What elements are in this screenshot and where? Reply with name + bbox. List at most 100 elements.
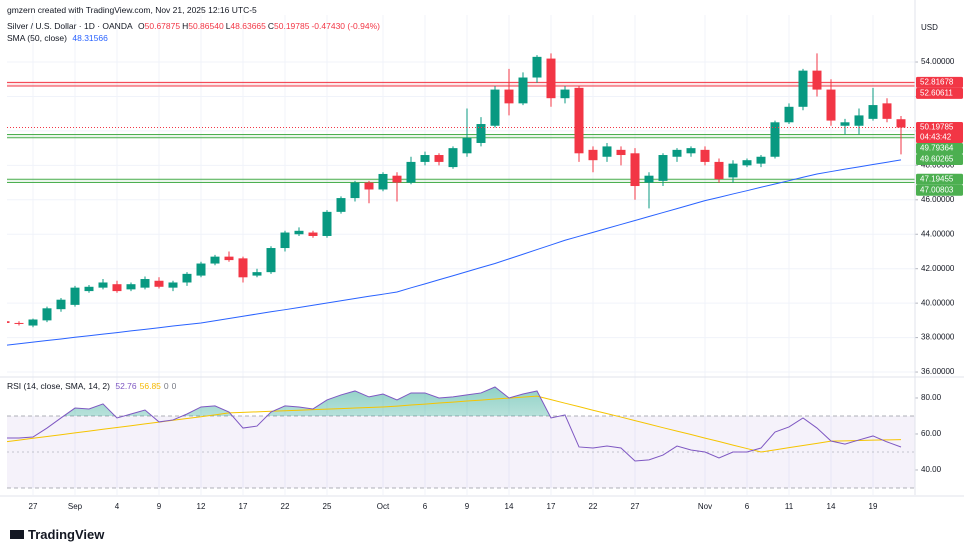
currency-label: USD <box>921 23 938 32</box>
price-label: 50.19785 <box>920 123 954 132</box>
candle-body <box>14 322 24 324</box>
candle-body <box>588 149 598 161</box>
ohlc-value: 50.67875 <box>144 21 181 31</box>
candle-body <box>448 148 458 168</box>
candle-body <box>812 70 822 90</box>
rsi-pane <box>7 386 915 489</box>
candle-body <box>182 273 192 283</box>
y-tick-label: 46.00000 <box>921 195 955 204</box>
ohlc-value: 50.19785 <box>274 21 310 31</box>
x-tick-label: Sep <box>68 502 83 511</box>
candle-body <box>840 122 850 126</box>
ohlc-key: H <box>182 21 189 31</box>
ohlc-item: O50.67875 <box>138 21 180 31</box>
x-tick-label: 27 <box>631 502 640 511</box>
rsi-title: RSI (14, close, SMA, 14, 2) <box>7 381 110 391</box>
y-tick-label: 60.00 <box>921 429 942 438</box>
candle-body <box>28 319 38 326</box>
symbol-line: Silver / U.S. Dollar · 1D · OANDA O50.67… <box>7 21 383 31</box>
sma-name: SMA (50, close) <box>7 33 67 43</box>
rsi-line: RSI (14, close, SMA, 14, 2) 52.76 56.85 0 0 <box>7 381 179 391</box>
candle-body <box>798 70 808 107</box>
ohlc-value: 50.86540 <box>188 21 224 31</box>
rsi-readout: 56.85 <box>139 381 161 391</box>
candle-body <box>546 58 556 99</box>
ohlc-key: C <box>267 21 275 31</box>
candle-body <box>742 160 752 166</box>
x-tick-label: 9 <box>465 502 470 511</box>
x-tick-label: Nov <box>698 502 712 511</box>
candle-body <box>84 286 94 292</box>
candle-body <box>462 137 472 154</box>
candle-body <box>392 175 402 183</box>
rsi-readout: 0 <box>171 381 177 391</box>
price-label: 52.60611 <box>920 89 953 98</box>
ohlc-key: L <box>225 21 231 31</box>
rsi-sma-line <box>7 395 902 453</box>
candle-body <box>140 279 150 288</box>
candle-body <box>868 105 878 119</box>
candle-body <box>518 77 528 104</box>
candle-body <box>322 211 332 236</box>
candle-body <box>714 161 724 180</box>
candle-body <box>7 321 10 323</box>
candle-body <box>224 256 234 261</box>
candle-body <box>658 155 668 181</box>
ohlc-item: C50.19785 <box>268 21 310 31</box>
x-tick-label: 17 <box>547 502 556 511</box>
sma-line: SMA (50, close) 48.31566 <box>7 33 111 43</box>
y-tick-label: 38.00000 <box>921 333 955 342</box>
x-tick-label: Oct <box>377 502 390 511</box>
candle-body <box>350 182 360 199</box>
price-label-box <box>916 143 963 155</box>
candle-body <box>154 280 164 287</box>
candle-body <box>196 263 206 276</box>
ohlc-item: L48.63665 <box>226 21 266 31</box>
candle-body <box>630 153 640 187</box>
candle-body <box>826 89 836 121</box>
candle-body <box>70 287 80 305</box>
x-tick-label: 4 <box>115 502 120 511</box>
attribution: gmzern created with TradingView.com, Nov… <box>7 5 257 15</box>
rsi-readout: 52.76 <box>115 381 137 391</box>
x-tick-label: 9 <box>157 502 162 511</box>
candle-body <box>406 161 416 183</box>
price-label-box <box>916 87 963 99</box>
candle-body <box>112 284 122 292</box>
overbought-fill <box>63 387 566 416</box>
y-tick-label: 36.00000 <box>921 367 955 376</box>
candle-body <box>490 89 500 126</box>
price-label: 04:43:42 <box>920 133 952 142</box>
candle-body <box>420 155 430 162</box>
candle-body <box>532 56 542 78</box>
x-tick-label: 17 <box>239 502 248 511</box>
rsi-readout: 0 <box>163 381 169 391</box>
price-label: 49.60265 <box>920 155 954 164</box>
candle-body <box>700 149 710 162</box>
candle-body <box>294 230 304 235</box>
candle-body <box>56 299 66 310</box>
rsi-line <box>7 386 902 462</box>
candle-body <box>336 198 346 212</box>
price-label: 49.79364 <box>920 144 954 153</box>
candle-body <box>126 284 136 290</box>
candle-body <box>644 175 654 183</box>
y-tick-label: 40.00000 <box>921 298 955 307</box>
change-readout: -0.47430 (-0.94%) <box>311 21 380 31</box>
price-label-box <box>916 173 963 185</box>
sma-line <box>7 159 902 346</box>
candle-body <box>378 173 388 190</box>
y-tick-label: 44.00000 <box>921 229 955 238</box>
candle-body <box>308 232 318 236</box>
candle-body <box>616 149 626 156</box>
candle-body <box>42 308 52 321</box>
candle-body <box>560 89 570 99</box>
x-tick-label: 6 <box>745 502 750 511</box>
ohlc-item: H50.86540 <box>182 21 224 31</box>
candle-body <box>210 256 220 264</box>
candle-body <box>364 182 374 190</box>
candle-body <box>238 258 248 278</box>
price-label-box <box>916 76 963 88</box>
logo-icon <box>10 530 24 539</box>
symbol-title: Silver / U.S. Dollar · 1D · OANDA <box>7 21 133 31</box>
